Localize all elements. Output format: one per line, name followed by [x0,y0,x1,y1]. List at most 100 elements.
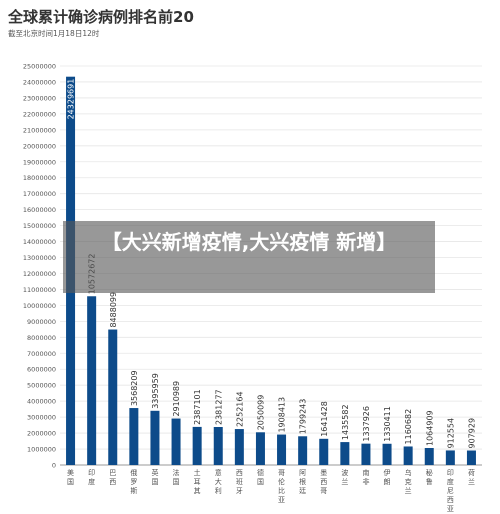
y-tick-label: 14000000 [23,238,56,246]
bar [403,446,413,465]
x-tick-label: 国 [173,478,180,486]
x-tick-label: 耳 [194,478,201,486]
y-tick-label: 25000000 [23,63,56,71]
bar-value-label: 8488099 [109,292,118,328]
bar [424,448,434,465]
bar [466,450,476,465]
bar-value-label: 1160682 [404,409,413,445]
x-tick-label: 南 [362,468,369,477]
x-tick-label: 哥 [278,469,285,477]
x-tick-label: 国 [67,478,74,486]
x-tick-label: 度 [447,477,454,486]
x-tick-label: 西 [447,496,454,504]
x-tick-label: 非 [362,477,369,486]
y-tick-label: 4000000 [27,398,56,406]
y-tick-label: 22000000 [23,110,56,118]
x-tick-label: 罗 [130,478,137,486]
bar [277,434,287,465]
bar-value-label: 3568209 [130,370,139,406]
y-tick-label: 5000000 [27,382,56,390]
bar [361,443,371,465]
y-tick-label: 16000000 [23,206,56,214]
bar [234,429,244,465]
y-tick-label: 9000000 [27,318,56,326]
x-tick-label: 波 [341,468,348,477]
bar [192,426,202,465]
y-tick-label: 1000000 [27,446,56,454]
x-tick-label: 根 [299,477,306,486]
x-tick-label: 兰 [341,477,348,486]
x-tick-label: 巴 [109,469,116,477]
x-tick-label: 印 [88,469,95,477]
x-tick-label: 亚 [447,505,454,513]
y-tick-label: 7000000 [27,350,56,358]
x-tick-label: 朗 [384,477,391,486]
bar [445,450,455,465]
y-tick-label: 0 [52,462,56,470]
x-tick-label: 英 [151,468,158,477]
bar [150,410,160,465]
x-tick-label: 牙 [236,487,243,495]
bar-value-label: 24329691 [67,79,76,120]
x-tick-label: 亚 [278,496,285,504]
y-tick-label: 21000000 [23,126,56,134]
x-tick-label: 印 [447,469,454,477]
bar-value-label: 1908413 [278,397,287,433]
y-tick-label: 19000000 [23,158,56,166]
overlay-banner: 【大兴新增疫情,大兴疫情 新增】 [63,221,435,293]
y-tick-label: 23000000 [23,94,56,102]
y-tick-label: 6000000 [27,366,56,374]
bar-value-label: 907929 [467,418,476,449]
bar [340,442,350,465]
bar [255,432,265,465]
bar [298,436,308,465]
x-tick-label: 俄 [130,468,137,477]
x-tick-label: 国 [151,478,158,486]
x-tick-label: 乌 [405,468,412,477]
bar-value-label: 2910989 [172,381,181,417]
x-tick-label: 兰 [405,486,412,495]
bar-value-label: 1435582 [341,404,350,440]
x-tick-label: 度 [88,477,95,486]
y-tick-label: 20000000 [23,142,56,150]
chart-subtitle: 截至北京时间1月18日12时 [8,29,100,38]
x-tick-label: 美 [67,468,74,477]
bar [213,426,223,465]
bar [129,408,139,465]
x-tick-label: 利 [215,486,222,495]
bar-value-label: 2381277 [214,389,223,425]
bar-value-label: 1799243 [299,399,308,435]
x-tick-label: 西 [320,478,327,486]
x-tick-label: 大 [215,477,222,486]
y-tick-label: 15000000 [23,222,56,230]
bar-value-label: 1064909 [425,410,434,446]
x-tick-label: 国 [257,478,264,486]
x-tick-label: 克 [405,478,412,486]
y-tick-label: 12000000 [23,270,56,278]
x-tick-label: 德 [257,468,264,477]
bar-value-label: 2252164 [235,391,244,427]
bar-value-label: 2387101 [193,389,202,425]
bar-value-label: 1641428 [320,401,329,437]
y-tick-label: 2000000 [27,430,56,438]
y-tick-label: 17000000 [23,190,56,198]
x-tick-label: 哥 [320,487,327,495]
x-tick-label: 伦 [278,477,285,486]
x-tick-label: 伊 [384,468,391,477]
bar-value-label: 3395959 [151,373,160,409]
x-tick-label: 西 [109,478,116,486]
y-tick-label: 24000000 [23,78,56,86]
bar-value-label: 2050099 [256,395,265,431]
bar [319,438,329,465]
y-tick-label: 10000000 [23,302,56,310]
y-tick-label: 3000000 [27,414,56,422]
bar [87,296,97,465]
x-tick-label: 鲁 [426,477,433,486]
bar-value-label: 1330411 [383,406,392,442]
y-tick-label: 11000000 [23,286,56,294]
bar-value-label: 912554 [446,418,455,449]
x-tick-label: 法 [173,468,180,477]
x-tick-label: 秘 [426,468,433,477]
x-tick-label: 尼 [447,487,454,495]
bar [382,443,392,465]
